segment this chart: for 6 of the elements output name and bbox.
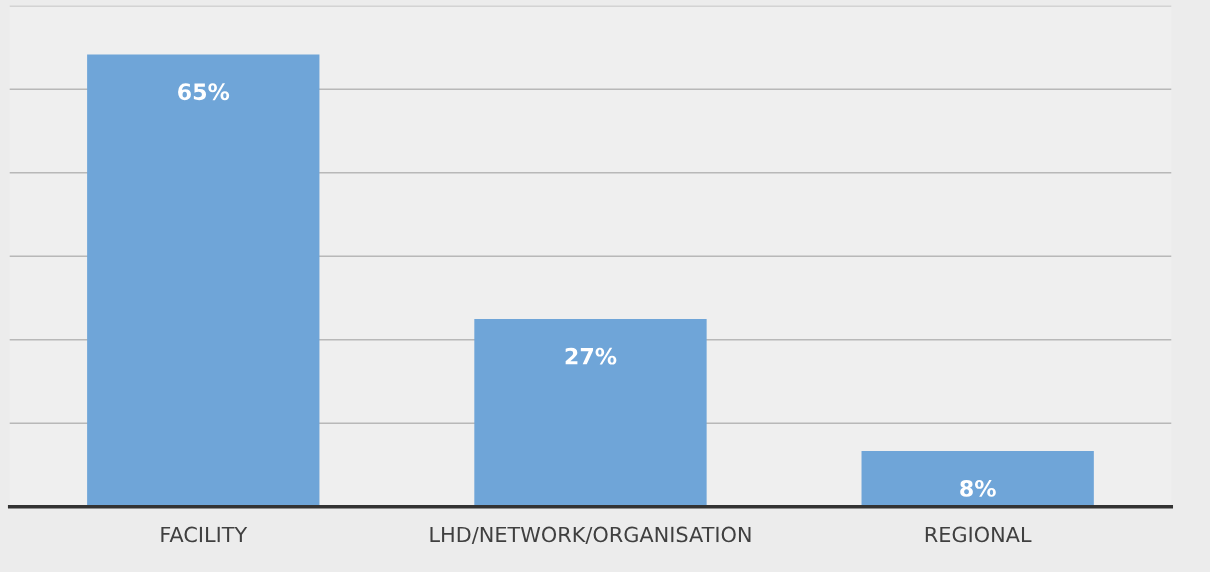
data-label: 27% — [565, 347, 617, 365]
x-tick-label: FACILITY — [161, 526, 248, 543]
data-label: 8% — [960, 480, 996, 497]
x-tick-label: REGIONAL — [925, 526, 1032, 543]
data-label: 65% — [178, 83, 230, 101]
x-tick-label: LHD/NETWORK/ORGANISATION — [430, 526, 751, 544]
